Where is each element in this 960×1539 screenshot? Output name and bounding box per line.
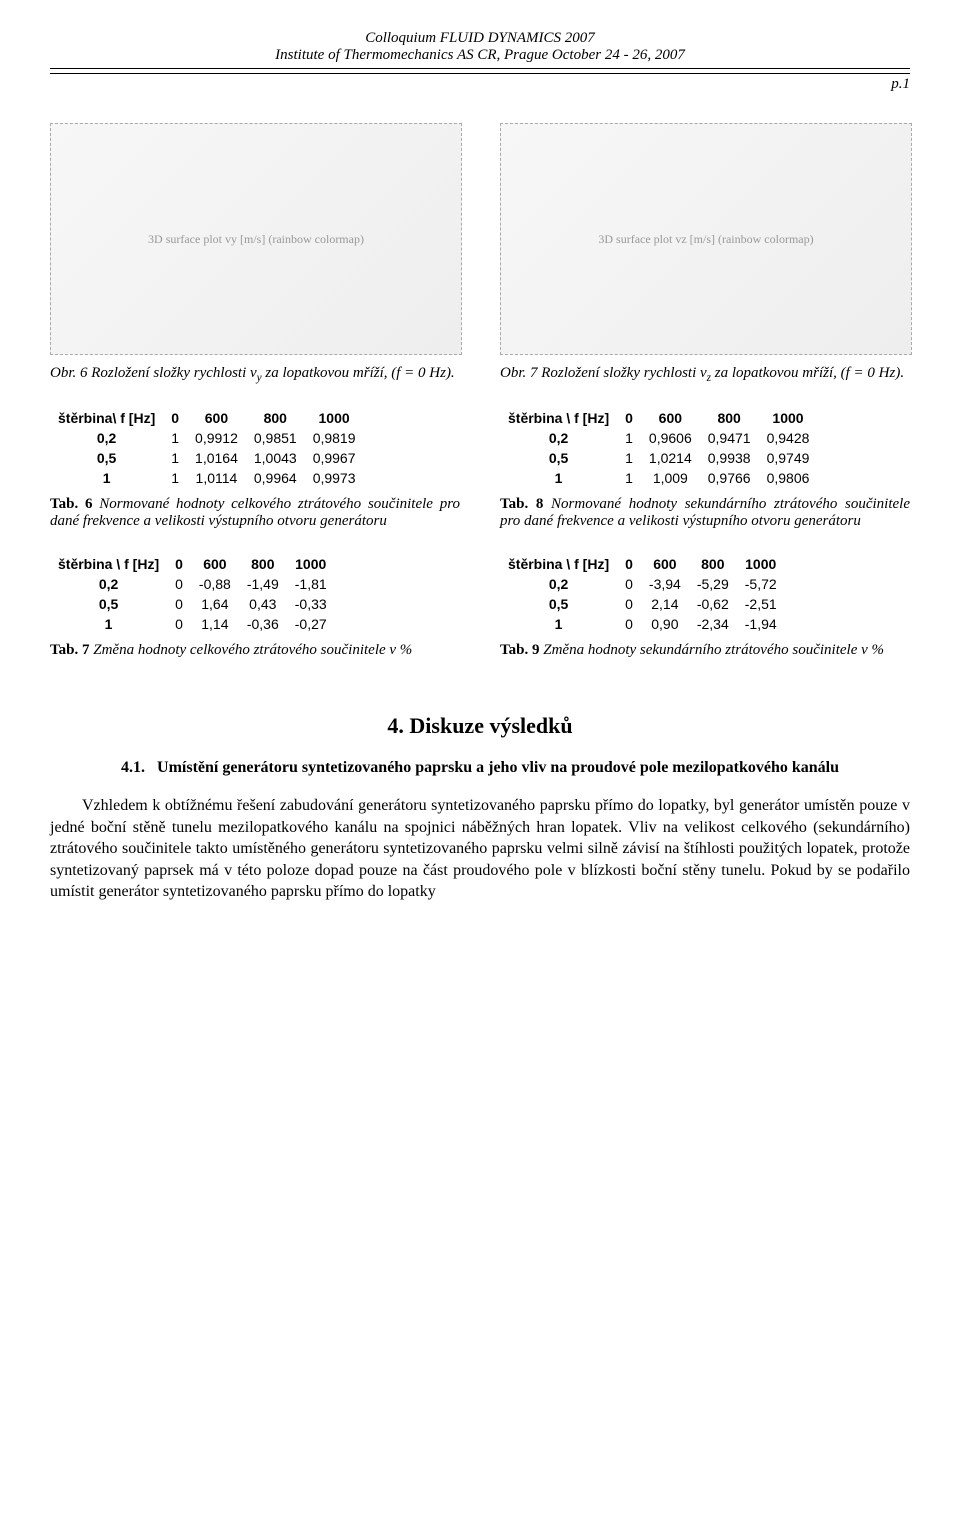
body-paragraph: Vzhledem k obtížnému řešení zabudování g… [50,795,910,903]
table-row: štěrbina \ f [Hz] 0 600 800 1000 [500,554,785,574]
running-header: Colloquium FLUID DYNAMICS 2007 Institute… [50,30,910,69]
table-6: štěrbina\ f [Hz] 0 600 800 1000 0,2 1 0,… [50,408,364,488]
subsection-heading: 4.1. Umístění generátoru syntetizovaného… [90,759,870,777]
subsection-title: Umístění generátoru syntetizovaného papr… [157,759,839,776]
table-header-label: štěrbina\ f [Hz] [50,408,163,428]
table-row: štěrbina\ f [Hz] 0 600 800 1000 [50,408,364,428]
table-9: štěrbina \ f [Hz] 0 600 800 1000 0,2 0 -… [500,554,785,634]
tables-row-2: štěrbina \ f [Hz] 0 600 800 1000 0,2 0 -… [50,554,910,683]
table-9-block: štěrbina \ f [Hz] 0 600 800 1000 0,2 0 -… [500,554,910,683]
figure-7-plot: 3D surface plot vz [m/s] (rainbow colorm… [500,123,912,355]
col-head: 800 [239,554,287,574]
table-7: štěrbina \ f [Hz] 0 600 800 1000 0,2 0 -… [50,554,335,634]
figure-6-column: 3D surface plot vy [m/s] (rainbow colorm… [50,123,460,408]
table-header-label: štěrbina \ f [Hz] [500,554,617,574]
table-row: 0,2 1 0,9912 0,9851 0,9819 [50,428,364,448]
figure-6-caption: Obr. 6 Rozložení složky rychlosti vy za … [50,365,460,384]
col-head: 1000 [287,554,335,574]
col-head: 600 [191,554,239,574]
page-number: p.1 [50,73,910,93]
figure-7-caption: Obr. 7 Rozložení složky rychlosti vz za … [500,365,910,384]
col-head: 600 [641,554,689,574]
table-7-caption: Tab. 7 Změna hodnoty celkového ztrátovéh… [50,642,460,659]
col-head: 800 [246,408,305,428]
table-header-label: štěrbina \ f [Hz] [50,554,167,574]
col-head: 0 [617,554,641,574]
col-head: 800 [689,554,737,574]
table-8-block: štěrbina \ f [Hz] 0 600 800 1000 0,2 1 0… [500,408,910,554]
col-head: 0 [617,408,641,428]
col-head: 1000 [305,408,364,428]
table-header-label: štěrbina \ f [Hz] [500,408,617,428]
col-head: 0 [163,408,187,428]
col-head: 800 [700,408,759,428]
table-row: 1 1 1,0114 0,9964 0,9973 [50,468,364,488]
table-7-block: štěrbina \ f [Hz] 0 600 800 1000 0,2 0 -… [50,554,460,683]
col-head: 1000 [737,554,785,574]
subsection-number: 4.1. [121,759,145,776]
table-row: 0,2 0 -3,94 -5,29 -5,72 [500,574,785,594]
section-heading: 4. Diskuze výsledků [50,713,910,739]
figure-6-plot: 3D surface plot vy [m/s] (rainbow colorm… [50,123,462,355]
figures-row: 3D surface plot vy [m/s] (rainbow colorm… [50,123,910,408]
table-row: 1 0 0,90 -2,34 -1,94 [500,614,785,634]
table-row: 0,5 0 2,14 -0,62 -2,51 [500,594,785,614]
table-8-caption: Tab. 8 Normované hodnoty sekundárního zt… [500,496,910,530]
table-row: 0,5 1 1,0214 0,9938 0,9749 [500,448,817,468]
table-8: štěrbina \ f [Hz] 0 600 800 1000 0,2 1 0… [500,408,817,488]
col-head: 600 [641,408,700,428]
table-6-block: štěrbina\ f [Hz] 0 600 800 1000 0,2 1 0,… [50,408,460,554]
table-9-caption: Tab. 9 Změna hodnoty sekundárního ztráto… [500,642,910,659]
table-row: 0,2 1 0,9606 0,9471 0,9428 [500,428,817,448]
figure-7-column: 3D surface plot vz [m/s] (rainbow colorm… [500,123,910,408]
col-head: 1000 [759,408,818,428]
col-head: 0 [167,554,191,574]
table-row: 1 1 1,009 0,9766 0,9806 [500,468,817,488]
header-line-1: Colloquium FLUID DYNAMICS 2007 [50,30,910,47]
table-row: 1 0 1,14 -0,36 -0,27 [50,614,335,634]
table-row: štěrbina \ f [Hz] 0 600 800 1000 [500,408,817,428]
col-head: 600 [187,408,246,428]
table-row: 0,5 0 1,64 0,43 -0,33 [50,594,335,614]
header-line-2: Institute of Thermomechanics AS CR, Prag… [50,47,910,64]
table-row: 0,2 0 -0,88 -1,49 -1,81 [50,574,335,594]
table-6-caption: Tab. 6 Normované hodnoty celkového ztrát… [50,496,460,530]
table-row: štěrbina \ f [Hz] 0 600 800 1000 [50,554,335,574]
table-row: 0,5 1 1,0164 1,0043 0,9967 [50,448,364,468]
tables-row-1: štěrbina\ f [Hz] 0 600 800 1000 0,2 1 0,… [50,408,910,554]
